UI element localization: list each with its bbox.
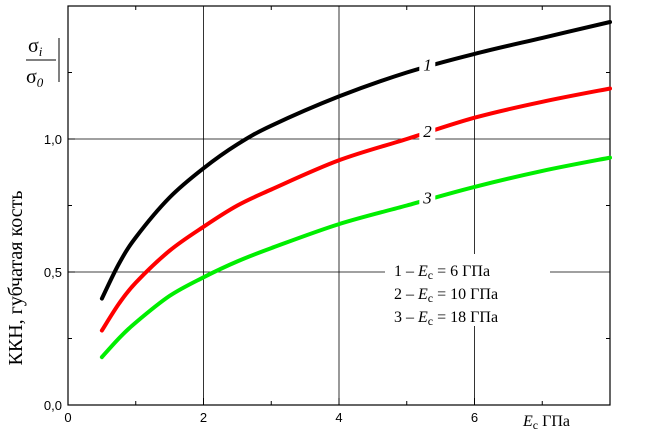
x-tick-label: 0 bbox=[64, 410, 71, 425]
curve-label-background bbox=[419, 188, 436, 208]
legend-entry: 3 – Ec = 18 ГПа bbox=[394, 309, 498, 328]
legend-entry: 1 – Ec = 6 ГПа bbox=[394, 263, 490, 282]
svg-text:σi: σi bbox=[28, 35, 43, 59]
series-line-3 bbox=[99, 155, 612, 360]
fraction-denominator: σ bbox=[26, 66, 37, 88]
series-lines bbox=[99, 20, 612, 360]
curve-label: 3 bbox=[422, 189, 432, 208]
x-axis-label-sub: c bbox=[533, 418, 538, 432]
y-tick-label: 0,5 bbox=[44, 265, 62, 280]
x-tick-label: 2 bbox=[200, 410, 207, 425]
legend-entry: 2 – Ec = 10 ГПа bbox=[394, 286, 498, 305]
curve-labels: 1 2 3 bbox=[419, 55, 436, 208]
fraction-denominator-sub: 0 bbox=[37, 75, 44, 90]
curve-label: 1 bbox=[423, 56, 432, 75]
grid bbox=[68, 6, 610, 405]
x-axis-label-var: E bbox=[522, 413, 533, 430]
axis-ticks: 0 2 4 6 0,0 0,5 1,0 bbox=[44, 6, 610, 425]
series-line-2 bbox=[99, 86, 612, 333]
series-line-1 bbox=[99, 20, 612, 301]
svg-text:σ0: σ0 bbox=[26, 66, 44, 90]
curve-label: 2 bbox=[423, 122, 432, 141]
x-tick-label: 4 bbox=[335, 410, 342, 425]
y-tick-label: 1,0 bbox=[44, 132, 62, 147]
x-tick-label: 6 bbox=[471, 410, 478, 425]
y-tick-label: 0,0 bbox=[44, 398, 62, 413]
x-axis-label: Ec ГПа bbox=[522, 413, 570, 432]
curve-label-background bbox=[419, 55, 436, 75]
fraction-numerator: σ bbox=[28, 35, 39, 57]
fraction-numerator-sub: i bbox=[39, 44, 43, 59]
legend: 1 – Ec = 6 ГПа 2 – Ec = 10 ГПа 3 – Ec = … bbox=[385, 254, 550, 328]
y-axis-fraction: σi σ0 bbox=[26, 35, 60, 90]
y-axis-label: ККН, губчатая кость bbox=[5, 191, 27, 366]
legend-background bbox=[385, 254, 550, 326]
x-axis-label-unit: ГПа bbox=[542, 413, 570, 430]
curve-label-background bbox=[419, 122, 436, 142]
